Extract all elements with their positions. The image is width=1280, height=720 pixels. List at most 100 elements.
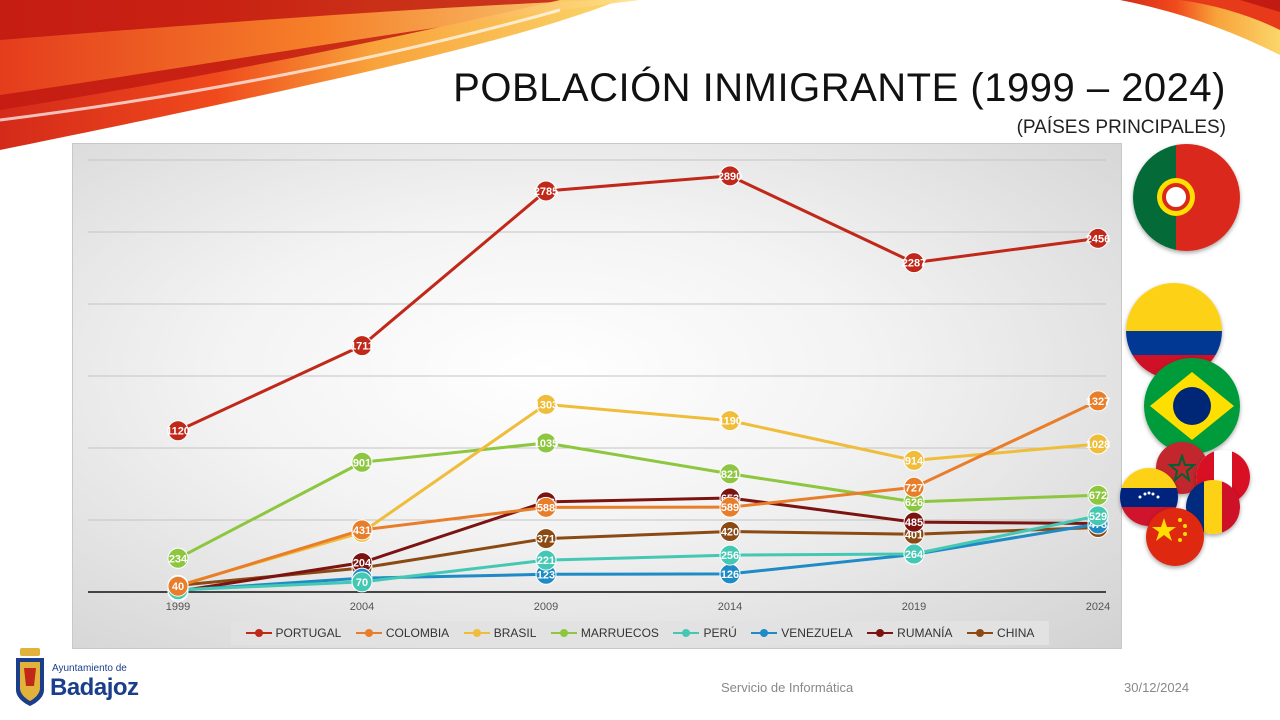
- data-point-colombia: [1087, 390, 1109, 412]
- legend-label: VENEZUELA: [781, 626, 853, 640]
- data-label-brasil: 914: [905, 455, 924, 467]
- legend-item-portugal: PORTUGAL: [245, 626, 342, 640]
- data-label-perú: 264: [905, 549, 924, 561]
- data-label-portugal: 1711: [350, 341, 374, 353]
- legend-label: PERÚ: [703, 626, 737, 640]
- data-label-colombia: 727: [905, 482, 923, 494]
- data-label-portugal: 2287: [902, 258, 926, 270]
- x-tick-label: 2024: [1086, 601, 1110, 613]
- legend-item-china: CHINA: [967, 626, 1034, 640]
- series-line-venezuela: [177, 522, 1099, 592]
- legend-swatch: [867, 629, 894, 637]
- data-label-venezuela: 126: [721, 569, 739, 581]
- data-point-brasil: [719, 410, 741, 432]
- data-point-colombia: [167, 575, 189, 597]
- logo-line2: Badajoz: [50, 674, 139, 701]
- data-point-portugal: [903, 252, 925, 274]
- data-label-rumanía: 204: [353, 558, 372, 570]
- data-label-venezuela: 123: [537, 569, 555, 581]
- data-point-marruecos: [1087, 484, 1109, 506]
- legend-swatch: [673, 629, 700, 637]
- data-label-china: 420: [721, 527, 739, 539]
- legend-label: RUMANÍA: [897, 626, 953, 640]
- series-line-colombia: [177, 399, 1099, 588]
- data-point-brasil: [1087, 433, 1109, 455]
- slide-title: POBLACIÓN INMIGRANTE (1999 – 2024): [453, 66, 1226, 110]
- data-point-colombia: [351, 519, 373, 541]
- series-line-brasil: [177, 402, 1099, 587]
- data-point-portugal: [167, 420, 189, 442]
- legend-label: CHINA: [997, 626, 1035, 640]
- data-label-brasil: 1028: [1086, 439, 1110, 451]
- data-point-colombia: [719, 496, 741, 518]
- legend-label: PORTUGAL: [275, 626, 342, 640]
- data-point-perú: [719, 544, 741, 566]
- legend-swatch: [245, 629, 272, 637]
- series-line-portugal: [177, 174, 1099, 433]
- legend-item-rumanía: RUMANÍA: [867, 626, 953, 640]
- data-point-portugal: [351, 335, 373, 357]
- data-point-marruecos: [167, 547, 189, 569]
- data-label-marruecos: 1035: [534, 438, 558, 450]
- legend-label: BRASIL: [493, 626, 537, 640]
- data-label-colombia: 40: [172, 581, 184, 593]
- data-point-colombia: [535, 496, 557, 518]
- x-tick-label: 2014: [718, 601, 742, 613]
- data-label-portugal: 2890: [718, 171, 742, 183]
- data-point-china: [535, 528, 557, 550]
- footer-date: 30/12/2024: [1124, 680, 1190, 695]
- legend-swatch: [967, 629, 994, 637]
- x-tick-label: 1999: [166, 601, 190, 613]
- legend-item-perú: PERÚ: [673, 626, 737, 640]
- legend-swatch: [550, 629, 577, 637]
- data-label-colombia: 589: [721, 502, 739, 514]
- data-point-perú: [351, 571, 373, 593]
- data-label-marruecos: 821: [721, 469, 739, 481]
- data-label-perú: 256: [721, 550, 739, 562]
- legend-label: MARRUECOS: [580, 626, 659, 640]
- legend-swatch: [463, 629, 490, 637]
- data-point-brasil: [903, 449, 925, 471]
- data-label-marruecos: 672: [1089, 490, 1107, 502]
- data-point-marruecos: [719, 463, 741, 485]
- footer-service: Servicio de Informática: [721, 680, 854, 695]
- x-tick-label: 2019: [902, 601, 926, 613]
- data-point-china: [719, 521, 741, 543]
- data-point-marruecos: [351, 451, 373, 473]
- badajoz-crest-icon: [16, 648, 44, 706]
- data-label-brasil: 1303: [534, 399, 558, 411]
- legend-item-venezuela: VENEZUELA: [751, 626, 853, 640]
- legend-item-marruecos: MARRUECOS: [550, 626, 659, 640]
- series-line-rumanía: [177, 496, 1099, 593]
- legend-item-brasil: BRASIL: [463, 626, 537, 640]
- data-label-perú: 529: [1089, 511, 1107, 523]
- data-label-colombia: 1327: [1086, 396, 1110, 408]
- data-label-perú: 70: [356, 577, 368, 589]
- line-chart: 1999200420092014201920244616737142040144…: [88, 159, 1110, 613]
- data-point-portugal: [1087, 227, 1109, 249]
- x-tick-label: 2009: [534, 601, 558, 613]
- flag-china-icon: [1146, 508, 1204, 566]
- chart-legend: PORTUGAL COLOMBIA BRASIL MARRUECOS PERÚ VENEZ…: [231, 621, 1049, 645]
- data-label-marruecos: 626: [905, 497, 923, 509]
- data-label-colombia: 431: [353, 525, 371, 537]
- data-label-marruecos: 234: [169, 553, 188, 565]
- data-point-perú: [903, 543, 925, 565]
- data-point-portugal: [719, 165, 741, 187]
- data-label-marruecos: 901: [353, 457, 371, 469]
- legend-label: COLOMBIA: [385, 626, 450, 640]
- data-point-perú: [1087, 505, 1109, 527]
- data-label-china: 371: [537, 534, 555, 546]
- data-point-colombia: [903, 476, 925, 498]
- x-tick-label: 2004: [350, 601, 374, 613]
- data-label-colombia: 588: [537, 502, 555, 514]
- data-label-portugal: 1120: [166, 426, 190, 438]
- flag-brasil-icon: [1144, 358, 1240, 454]
- slide-subtitle: (PAÍSES PRINCIPALES): [1016, 117, 1226, 138]
- data-point-portugal: [535, 180, 557, 202]
- data-label-china: 401: [905, 529, 923, 541]
- legend-swatch: [751, 629, 778, 637]
- series-line-perú: [177, 514, 1099, 592]
- data-label-rumanía: 485: [905, 517, 923, 529]
- series-line-marruecos: [177, 441, 1099, 560]
